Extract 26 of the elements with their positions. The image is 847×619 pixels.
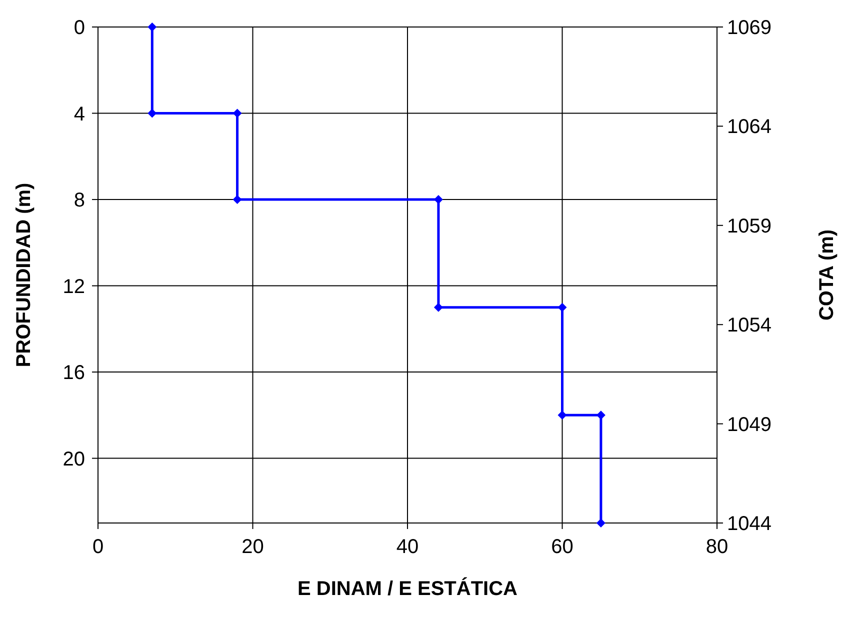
point — [596, 518, 606, 528]
y-tick-label: 4 — [74, 103, 85, 126]
y-tick-label: 20 — [62, 448, 85, 470]
x-tick-label: 0 — [92, 536, 104, 558]
y2-tick-label: 1059 — [727, 215, 772, 238]
x-tick-label: 80 — [706, 536, 728, 558]
y2-tick-label: 1049 — [727, 414, 772, 436]
x-tick-label: 20 — [242, 536, 264, 558]
x-axis-title: E DINAM / E ESTÁTICA — [297, 577, 518, 600]
y2-tick-label: 1064 — [727, 116, 772, 138]
y2-tick-label: 1054 — [727, 314, 772, 337]
y-tick-label: 0 — [74, 17, 85, 39]
y2-tick-label: 1069 — [727, 17, 772, 39]
y2-tick-label: 1044 — [727, 513, 772, 535]
y-tick-label: 16 — [62, 362, 85, 384]
point — [148, 22, 157, 32]
point — [558, 302, 567, 312]
x-tick-label: 40 — [396, 536, 419, 558]
y-axis-title: PROFUNDIDAD (m) — [13, 182, 35, 368]
y-tick-label: 8 — [74, 190, 85, 212]
y2-axis-title: COTA (m) — [816, 229, 838, 321]
y-tick-label: 12 — [62, 276, 85, 298]
point — [558, 410, 567, 420]
point — [434, 302, 443, 312]
point — [232, 195, 242, 204]
x-tick-label: 60 — [551, 536, 574, 558]
